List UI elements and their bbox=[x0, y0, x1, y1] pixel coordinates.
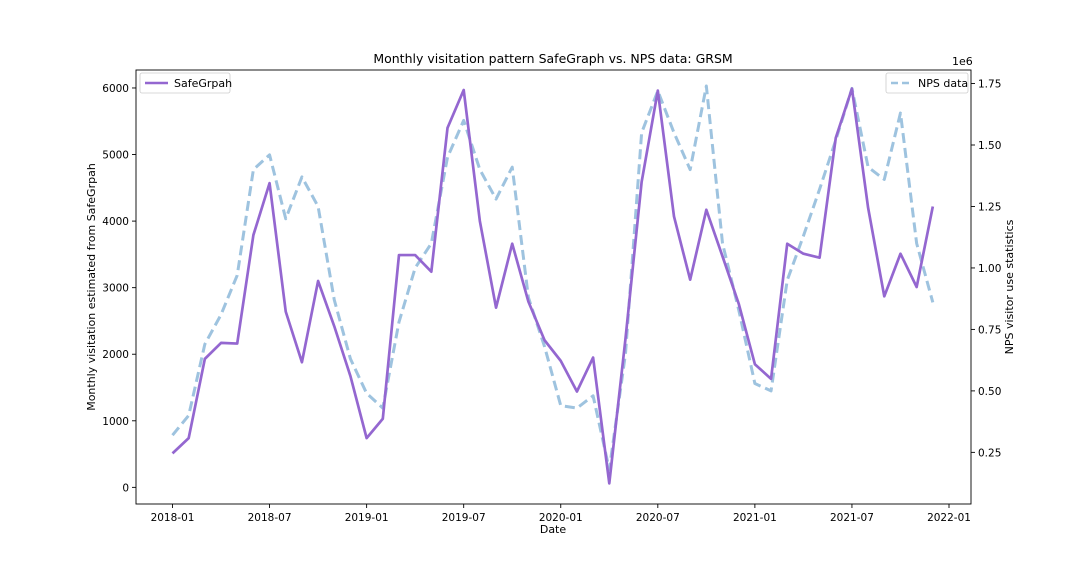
right-y-tick-label: 1.50 bbox=[978, 140, 1001, 152]
x-tick-label: 2021-07 bbox=[830, 512, 874, 524]
x-tick-label: 2018-07 bbox=[248, 512, 292, 524]
right-y-tick-label: 0.50 bbox=[978, 386, 1001, 398]
x-axis-label: Date bbox=[540, 523, 567, 536]
plot-frame bbox=[135, 69, 972, 505]
right-y-axis-label: NPS visitor use statistics bbox=[1003, 219, 1016, 354]
right-y-tick-label: 0.75 bbox=[978, 324, 1001, 336]
series-line-nps bbox=[171, 84, 935, 472]
left-y-tick-label: 0 bbox=[122, 482, 129, 494]
right-y-axis: 0.25 0.50 0.75 1.00 1.25 1.50 1.75 bbox=[971, 79, 1001, 459]
left-y-tick-label: 5000 bbox=[102, 150, 129, 162]
x-tick-label: 2020-01 bbox=[539, 512, 583, 524]
right-y-tick-label: 1.00 bbox=[978, 263, 1001, 275]
x-axis: 2018-01 2018-07 2019-01 2019-07 2020-01 2020-… bbox=[151, 504, 971, 524]
x-tick-label: 2020-07 bbox=[636, 512, 680, 524]
x-tick-label: 2021-01 bbox=[733, 512, 777, 524]
legend-nps: NPS data bbox=[885, 72, 969, 94]
left-y-axis-label: Monthly visitation estimated from SafeGr… bbox=[85, 163, 98, 411]
right-y-tick-label: 1.75 bbox=[978, 79, 1001, 91]
right-axis-offset-label: 1e6 bbox=[952, 55, 973, 68]
chart-title: Monthly visitation pattern SafeGraph vs.… bbox=[373, 51, 732, 66]
legend-label-nps: NPS data bbox=[918, 77, 968, 90]
series-line-safegraph bbox=[171, 87, 935, 485]
x-tick-label: 2019-07 bbox=[442, 512, 486, 524]
left-y-tick-label: 6000 bbox=[102, 83, 129, 95]
right-y-tick-label: 1.25 bbox=[978, 201, 1001, 213]
legend-label-safegraph: SafeGrpah bbox=[174, 77, 232, 90]
x-tick-label: 2019-01 bbox=[345, 512, 389, 524]
left-y-tick-label: 1000 bbox=[102, 416, 129, 428]
left-y-tick-label: 2000 bbox=[102, 349, 129, 361]
x-tick-label: 2022-01 bbox=[927, 512, 971, 524]
right-y-tick-label: 0.25 bbox=[978, 447, 1001, 459]
left-y-tick-label: 4000 bbox=[102, 216, 129, 228]
x-tick-label: 2018-01 bbox=[151, 512, 195, 524]
left-y-axis: 0 1000 2000 3000 4000 5000 6000 bbox=[102, 83, 136, 494]
legend-safegraph: SafeGrpah bbox=[139, 72, 232, 94]
left-y-tick-label: 3000 bbox=[102, 283, 129, 295]
